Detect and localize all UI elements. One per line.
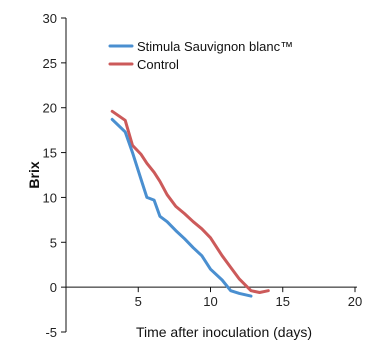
legend-label-control: Control: [137, 57, 179, 72]
y-tick-label: 5: [50, 235, 57, 250]
x-tick-label: 20: [348, 294, 362, 309]
y-tick-label: 25: [43, 56, 57, 71]
x-tick-label: 10: [203, 294, 217, 309]
y-tick-label: 20: [43, 101, 57, 116]
series-line-stimula-sauvignon-blanc: [110, 117, 253, 298]
y-tick-label: 15: [43, 146, 57, 161]
series-layer: [110, 109, 270, 298]
y-tick-label: 30: [43, 11, 57, 26]
x-axis-ticks: 5 10 15 20: [135, 287, 362, 309]
legend: Stimula Sauvignon blanc™ Control: [108, 39, 293, 72]
series-line-control: [110, 109, 270, 294]
y-axis-title: Brix: [26, 161, 42, 188]
x-tick-label: 5: [135, 294, 142, 309]
y-tick-label: 10: [43, 190, 57, 205]
x-axis-title: Time after inoculation (days): [136, 324, 312, 340]
legend-label-stimula-sauvignon-blanc: Stimula Sauvignon blanc™: [137, 39, 293, 54]
y-axis-ticks: -5 0 5 10 15 20 25 30: [43, 11, 66, 340]
axes: [65, 18, 357, 332]
x-tick-label: 15: [276, 294, 290, 309]
y-tick-label: 0: [50, 280, 57, 295]
y-tick-label: -5: [45, 325, 57, 340]
